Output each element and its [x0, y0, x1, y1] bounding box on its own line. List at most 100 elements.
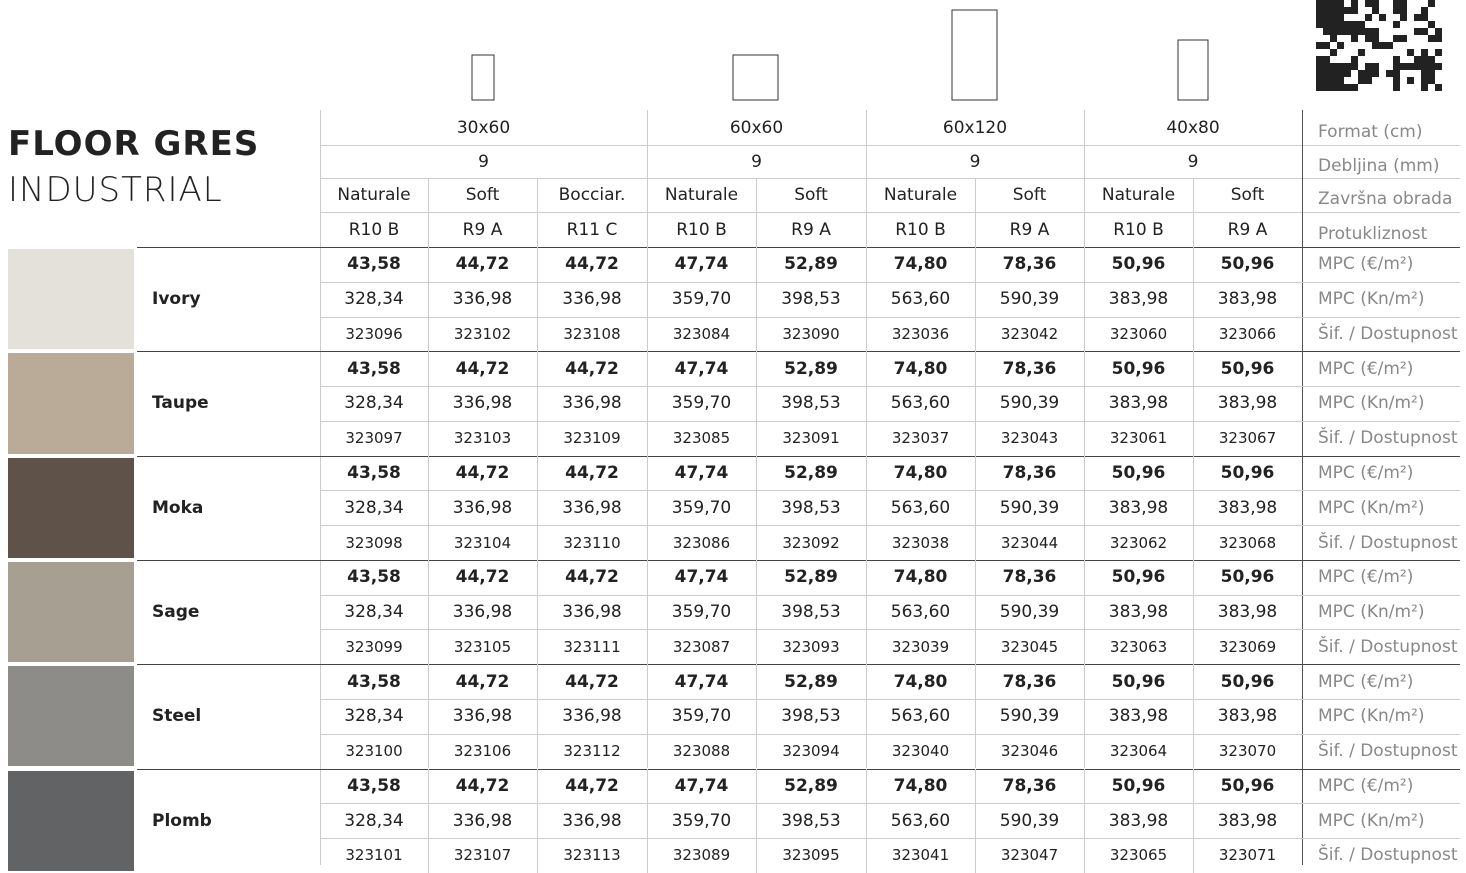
cell: 52,89: [784, 462, 838, 483]
qr-cell: [1428, 56, 1435, 63]
cell: 336,98: [562, 706, 622, 727]
qr-cell: [1316, 7, 1323, 14]
cell: 47,74: [674, 775, 729, 796]
rule: [428, 525, 429, 560]
cell: 50,96: [1111, 567, 1166, 588]
qr-cell: [1428, 63, 1435, 70]
title-line1: FLOOR GRES: [8, 124, 260, 164]
cell: 44,72: [565, 567, 619, 588]
rule: [1084, 351, 1085, 387]
cell: 323085: [672, 429, 731, 448]
cell: 336,98: [452, 706, 513, 727]
qr-cell: [1393, 70, 1400, 77]
rule: [428, 594, 429, 630]
cell: 590,39: [999, 810, 1060, 831]
rule: [320, 386, 1460, 388]
rule: [975, 386, 976, 421]
color-name: Taupe: [152, 393, 209, 414]
qr-cell: [1393, 21, 1400, 28]
cell: 323069: [1218, 637, 1277, 656]
cell: 50,96: [1111, 462, 1166, 483]
cell: 78,36: [1002, 358, 1057, 379]
qr-cell: [1428, 0, 1435, 7]
rule: [756, 420, 757, 456]
qr-cell: [1316, 84, 1323, 91]
rule: [537, 490, 538, 526]
swatch: [8, 249, 134, 350]
cell: 50,96: [1220, 567, 1275, 588]
cell: 590,39: [999, 497, 1060, 518]
qr-cell: [1330, 84, 1337, 91]
qr-cell: [1337, 77, 1344, 84]
rule: [1193, 247, 1194, 282]
qr-cell: [1351, 7, 1358, 14]
rule: [1084, 594, 1085, 630]
cell: 47,74: [674, 567, 729, 588]
rule: [756, 455, 757, 491]
rule: [1193, 490, 1194, 526]
rule: [647, 733, 648, 769]
cell: 323098: [345, 533, 403, 552]
cell: 359,70: [671, 393, 732, 414]
qr-cell: [1344, 7, 1351, 14]
rule: [756, 316, 757, 352]
cell: 323112: [563, 742, 621, 761]
cell: 323064: [1109, 742, 1168, 761]
cell: 336,98: [452, 602, 513, 623]
cell: 383,98: [1217, 497, 1278, 518]
rule: [1084, 386, 1085, 421]
rule: [428, 316, 429, 352]
cell: 323066: [1218, 324, 1277, 343]
qr-cell: [1365, 0, 1372, 7]
tile-icon: [1177, 39, 1209, 101]
cell: 323088: [672, 742, 731, 761]
qr-cell: [1337, 7, 1344, 14]
qr-cell: [1323, 77, 1330, 84]
rule: [137, 455, 1460, 457]
cell: 47,74: [674, 254, 729, 275]
rule: [975, 316, 976, 352]
rule: [647, 698, 648, 734]
cell: 47,74: [674, 671, 729, 692]
rule: [866, 559, 867, 595]
cell: 323046: [1000, 742, 1059, 761]
cell: 383,98: [1108, 602, 1169, 623]
row-label: MPC (Kn/m²): [1318, 706, 1425, 727]
qr-cell: [1330, 35, 1337, 42]
rule: [1084, 490, 1085, 526]
qr-cell: [1323, 70, 1330, 77]
qr-cell: [1393, 63, 1400, 70]
rule: [428, 351, 429, 387]
rule: [320, 594, 1460, 596]
row-label: Završna obrada: [1318, 189, 1453, 209]
rule: [1193, 525, 1194, 560]
rule: [1084, 525, 1085, 560]
finish: Naturale: [664, 185, 739, 205]
cell: 323091: [782, 429, 840, 448]
cell: 323090: [782, 324, 840, 343]
cell: 50,96: [1220, 462, 1275, 483]
row-label: Šif. / Dostupnost: [1318, 428, 1458, 449]
cell: 323096: [345, 324, 403, 343]
qr-cell: [1316, 63, 1323, 70]
qr-cell: [1358, 70, 1365, 77]
row-label: MPC (Kn/m²): [1318, 289, 1425, 310]
qr-cell: [1365, 28, 1372, 35]
row-label: Šif. / Dostupnost: [1318, 741, 1458, 762]
cell: 328,34: [344, 706, 404, 727]
rule: [866, 490, 867, 526]
qr-cell: [1337, 84, 1344, 91]
rule: [975, 490, 976, 526]
rule: [537, 525, 538, 560]
swatch: [8, 666, 134, 767]
color-name: Plomb: [152, 810, 212, 831]
rule: [537, 664, 538, 699]
qr-cell: [1323, 14, 1330, 21]
qr-cell: [1323, 0, 1330, 7]
cell: 323037: [891, 429, 950, 448]
qr-cell: [1400, 14, 1407, 21]
format: 40x80: [1166, 117, 1220, 138]
swatch: [8, 353, 134, 454]
thickness: 9: [969, 151, 981, 172]
cell: 44,72: [565, 671, 619, 692]
